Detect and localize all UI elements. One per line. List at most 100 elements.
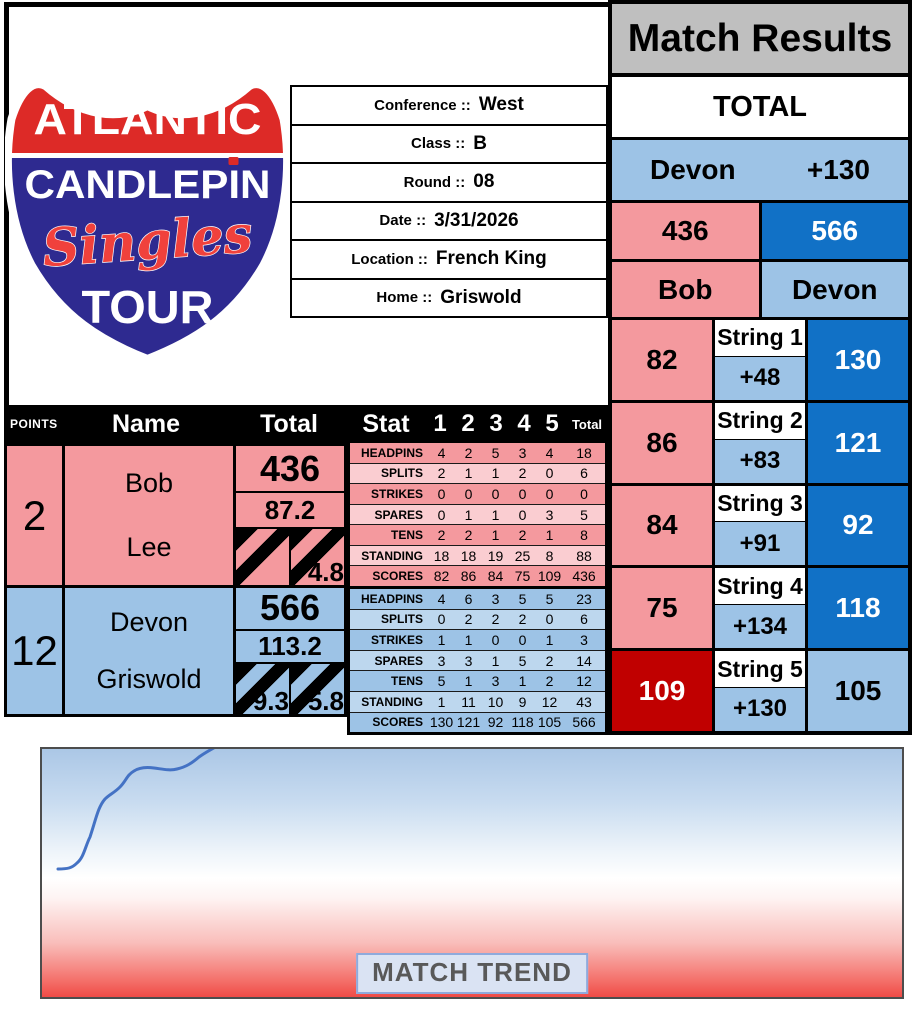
- stat-value: 4: [545, 444, 554, 461]
- stat-value: 86: [460, 568, 477, 585]
- stat-value: 105: [537, 714, 562, 731]
- player-last-name: Lee: [126, 531, 172, 562]
- logo-word-tour: TOUR: [82, 281, 214, 333]
- player-first-name: Bob: [124, 468, 174, 499]
- home-string-score: 121: [808, 402, 908, 483]
- stat-value: 3: [518, 444, 527, 461]
- header-total: Total: [260, 409, 318, 438]
- stat-value: 118: [511, 714, 534, 731]
- player-points: 12: [7, 588, 65, 714]
- player-block-bob: 2 Bob Lee 436 87.2 4.8: [7, 446, 344, 588]
- string-mid-cell: String 1 +48: [712, 320, 808, 400]
- player-names-row: Bob Devon: [612, 262, 908, 320]
- stat-value: 3: [491, 673, 500, 690]
- running-diff: +48: [715, 356, 805, 400]
- stat-value: 5: [518, 590, 527, 607]
- player-total-score: 436: [236, 446, 344, 494]
- stat-value: 2: [464, 527, 473, 544]
- stat-label: SPARES: [374, 507, 423, 522]
- string-results: 82 String 1 +48 130 86 String 2 +83 121 …: [612, 320, 908, 731]
- stat-value: 11: [461, 693, 476, 710]
- stat-row-splits: SPLITS 2 1 1 2 0 6: [350, 463, 605, 485]
- stat-total: 88: [576, 547, 592, 564]
- stat-value: 2: [437, 465, 446, 482]
- rate-left: [236, 529, 291, 585]
- stat-label: STANDING: [361, 548, 423, 563]
- stat-value: 1: [437, 693, 446, 710]
- player-last-name: Griswold: [96, 664, 202, 694]
- stat-value: 2: [545, 652, 554, 669]
- stat-row-scores: SCORES 82 86 84 75 109 436: [350, 566, 605, 590]
- stat-row-strikes: STRIKES 0 0 0 0 0 0: [350, 484, 605, 505]
- stat-value: 2: [464, 611, 473, 628]
- header-points: POINTS: [10, 417, 58, 431]
- away-string-score: 109: [612, 651, 712, 731]
- stat-total: 8: [580, 527, 588, 544]
- info-label: Round ::: [403, 173, 466, 191]
- header-game-2: 2: [461, 410, 475, 437]
- stat-value: 6: [464, 590, 473, 607]
- string-mid-cell: String 4 +134: [712, 568, 808, 649]
- header-game-5: 5: [545, 410, 559, 437]
- stat-row-standing: STANDING 18 18 19 25 8 88: [350, 545, 605, 567]
- stat-row-spares: SPARES 3 3 1 5 2 14: [350, 650, 605, 672]
- stat-label: STRIKES: [370, 632, 423, 647]
- rate-left: 9.3: [236, 663, 291, 714]
- stat-value: 2: [518, 611, 527, 628]
- stat-value: 2: [518, 527, 527, 544]
- rate-right: 4.8: [291, 529, 344, 585]
- stat-value: 75: [514, 568, 531, 585]
- header-game-1: 1: [433, 410, 447, 437]
- stat-label: TENS: [390, 528, 423, 543]
- away-string-score: 82: [612, 320, 712, 400]
- header-name: Name: [111, 409, 181, 438]
- stat-value: 5: [518, 652, 527, 669]
- candlepin-i-dot: [228, 157, 239, 165]
- stat-value: 4: [437, 444, 446, 461]
- player-first-name: Devon: [109, 607, 189, 637]
- info-value: French King: [435, 248, 547, 270]
- stat-row-headpins: HEADPINS 4 2 5 3 4 18: [350, 443, 605, 464]
- stat-value: 0: [491, 485, 500, 502]
- info-label: Class ::: [411, 135, 466, 153]
- string-mid-cell: String 3 +91: [712, 485, 808, 566]
- player-block-devon: 12 Devon Griswold 566 113.2 9.3 5.8: [7, 588, 344, 714]
- stat-value: 130: [429, 714, 454, 731]
- stat-row-tens: TENS 5 1 3 1 2 12: [350, 671, 605, 692]
- stat-value: 5: [437, 673, 446, 690]
- stat-total: 14: [576, 652, 592, 669]
- panel-title: Match Results: [612, 4, 908, 77]
- header-game-3: 3: [489, 410, 503, 437]
- stat-value: 1: [518, 673, 527, 690]
- running-diff: +91: [715, 522, 805, 566]
- player-total-score: 566: [236, 588, 344, 631]
- player-name-cell: Devon Griswold: [65, 588, 236, 714]
- tour-logo: ATLANTIC CANDLEPIN Singles TOUR: [3, 73, 292, 365]
- string-label: String 4: [715, 568, 805, 606]
- stat-value: 0: [437, 506, 446, 523]
- info-row-round: Round :: 08: [290, 162, 608, 203]
- stat-value: 0: [437, 485, 446, 502]
- home-string-score: 118: [808, 568, 908, 649]
- stat-row-spares: SPARES 0 1 1 0 3 5: [350, 504, 605, 526]
- string-row-5: 109 String 5 +130 105: [612, 651, 908, 731]
- info-row-date: Date :: 3/31/2026: [290, 200, 608, 241]
- stat-total: 43: [576, 693, 592, 710]
- stat-row-scores: SCORES 130 121 92 118 105 566: [350, 712, 605, 733]
- stat-value: 18: [433, 547, 450, 564]
- match-trend-label: MATCH TREND: [356, 953, 588, 994]
- stat-total: 436: [572, 568, 596, 585]
- leader-margin: +130: [806, 154, 870, 185]
- header-stat: Stat: [362, 409, 410, 438]
- string-label: String 1: [715, 320, 805, 357]
- string-label: String 3: [715, 485, 805, 523]
- stat-total: 12: [576, 673, 592, 690]
- stat-value: 82: [433, 568, 450, 585]
- total-label: TOTAL: [612, 77, 908, 140]
- stat-value: 0: [437, 611, 446, 628]
- info-value: West: [478, 94, 524, 116]
- stat-total: 23: [576, 590, 592, 607]
- match-trend-chart: MATCH TREND: [40, 747, 904, 999]
- leader-name: Devon: [650, 154, 736, 185]
- stat-total: 5: [580, 506, 588, 523]
